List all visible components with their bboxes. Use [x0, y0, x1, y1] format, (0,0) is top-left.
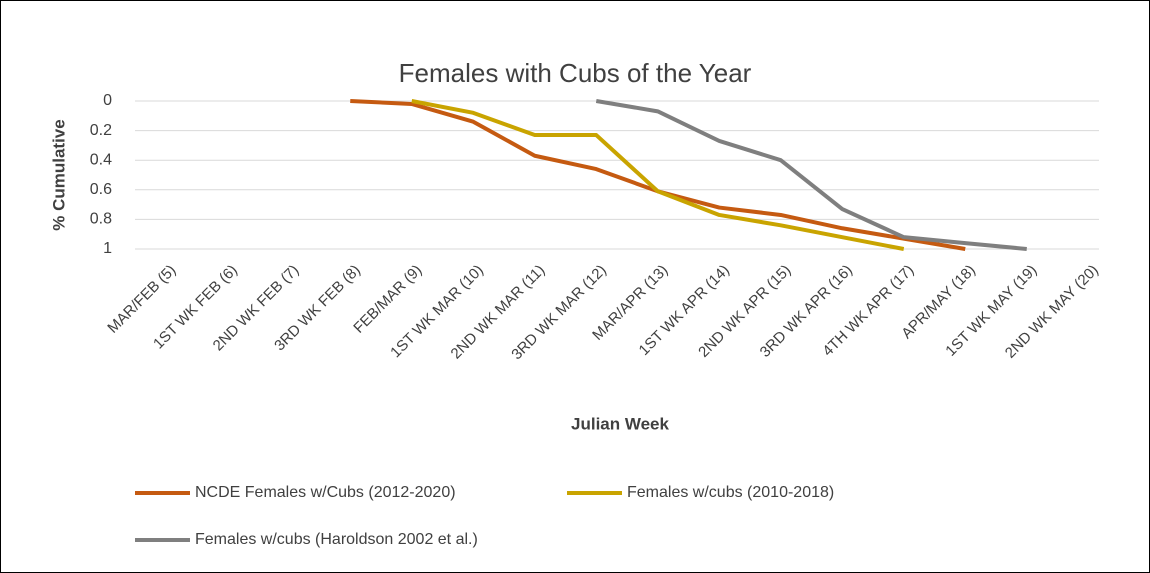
- y-tick-label: 1: [103, 240, 112, 257]
- x-axis-label: Julian Week: [571, 414, 669, 433]
- y-tick-label: 0.4: [90, 151, 112, 168]
- legend-label: Females w/cubs (Haroldson 2002 et al.): [195, 531, 478, 548]
- y-tick-label: 0.6: [90, 181, 112, 198]
- y-tick-label: 0.2: [90, 122, 112, 139]
- legend-label: NCDE Females w/Cubs (2012-2020): [195, 484, 456, 501]
- series-line: [595, 99, 1027, 251]
- y-tick-label: 0: [103, 92, 112, 109]
- y-axis-label: % Cumulative: [49, 119, 68, 230]
- y-tick-label: 0.8: [90, 211, 112, 228]
- chart-title: Females with Cubs of the Year: [399, 58, 752, 88]
- legend-label: Females w/cubs (2010-2018): [627, 484, 834, 501]
- series-line: [411, 99, 905, 251]
